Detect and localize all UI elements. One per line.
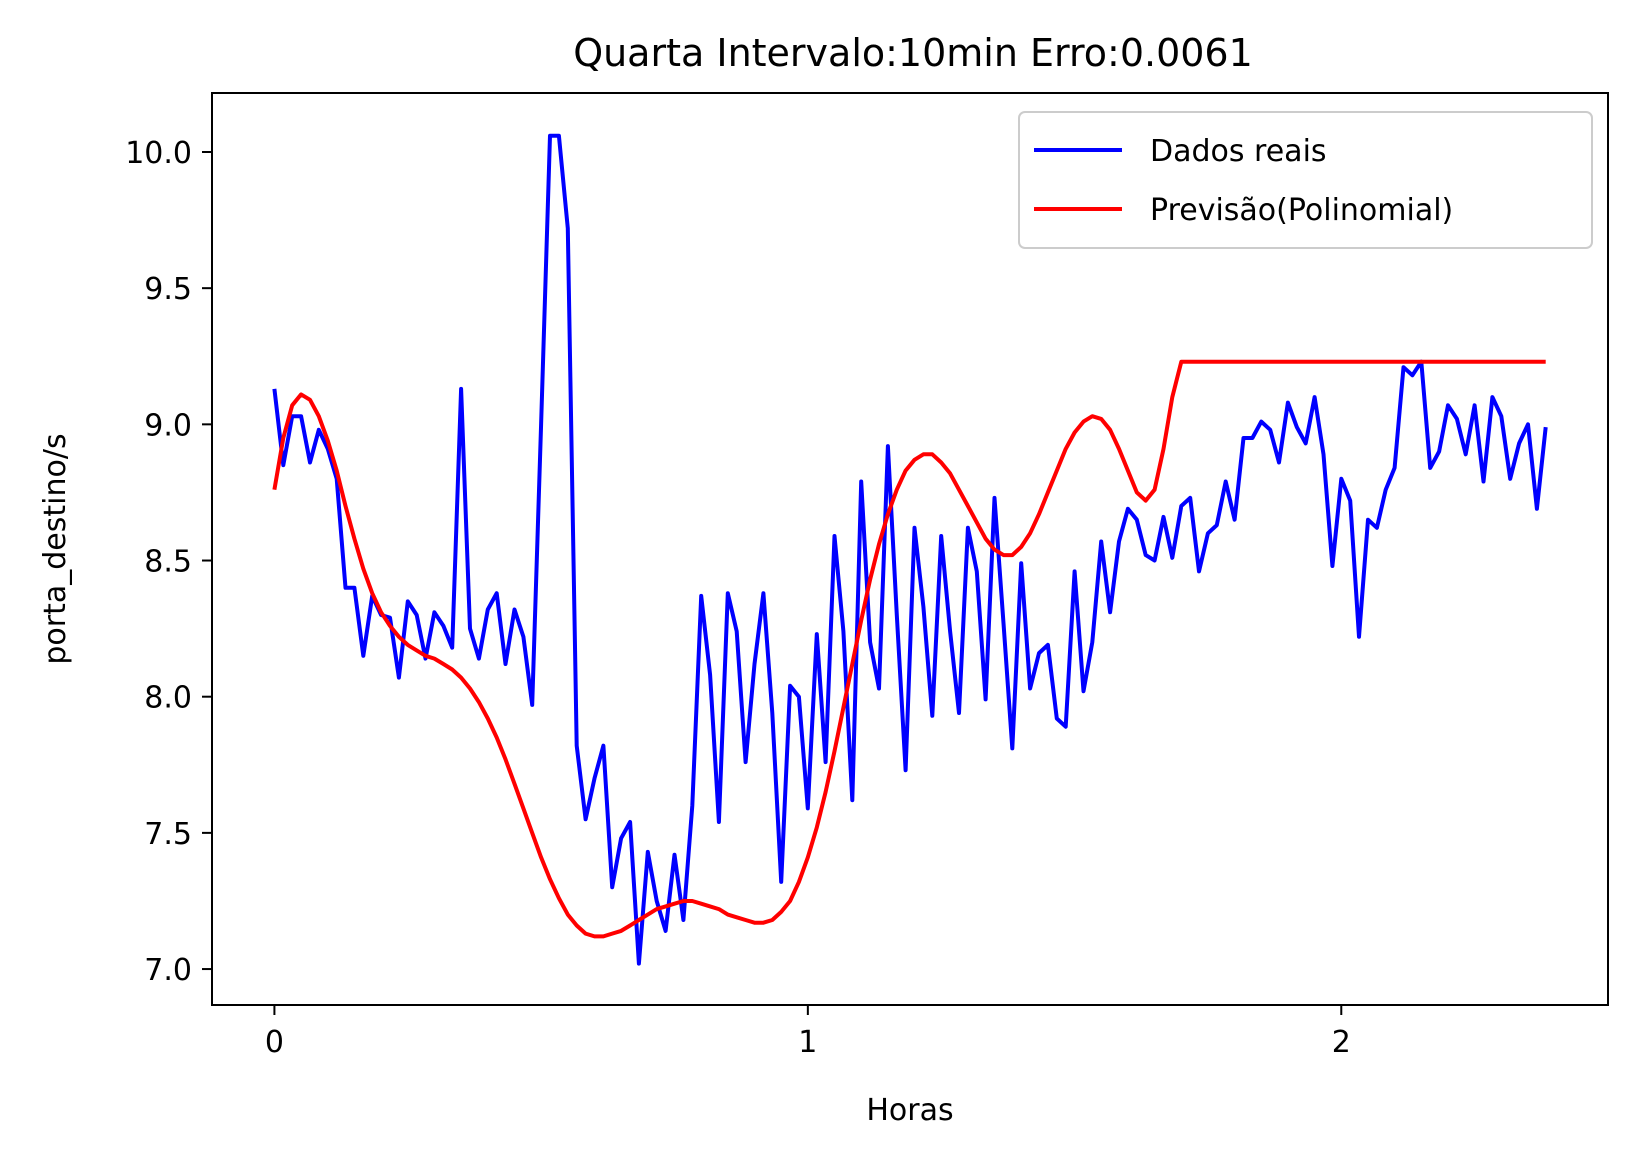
series-line-previsao — [272, 359, 1546, 939]
plot-frame — [211, 92, 1609, 1006]
y-tick-label: 9.5 — [144, 272, 192, 307]
y-axis-label: porta_destino/s — [38, 433, 73, 664]
y-tick-label: 7.0 — [144, 953, 192, 988]
x-tick-label: 2 — [1332, 1025, 1351, 1060]
x-axis-label: Horas — [866, 1093, 953, 1128]
y-tick-label: 8.0 — [144, 681, 192, 716]
legend-box — [1018, 111, 1593, 249]
y-tick-label: 10.0 — [125, 136, 192, 171]
y-tick-label: 7.5 — [144, 817, 192, 852]
x-tick-label: 1 — [798, 1025, 817, 1060]
y-axis-ticks: 7.0 7.5 8.0 8.5 9.0 9.5 10.0 — [125, 136, 212, 988]
plot-series-layer — [272, 133, 1548, 966]
x-tick-label: 0 — [265, 1025, 284, 1060]
series-line-dados-reais — [272, 133, 1548, 966]
legend-label-previsao: Previsão(Polinomial) — [1150, 193, 1453, 228]
x-axis-ticks: 0 1 2 — [265, 1005, 1351, 1060]
y-tick-label: 9.0 — [144, 408, 192, 443]
legend: Dados reais Previsão(Polinomial) — [1018, 111, 1593, 249]
y-tick-label: 8.5 — [144, 545, 192, 580]
legend-label-dados-reais: Dados reais — [1150, 134, 1327, 169]
chart-title: Quarta Intervalo:10min Erro:0.0061 — [573, 31, 1253, 75]
